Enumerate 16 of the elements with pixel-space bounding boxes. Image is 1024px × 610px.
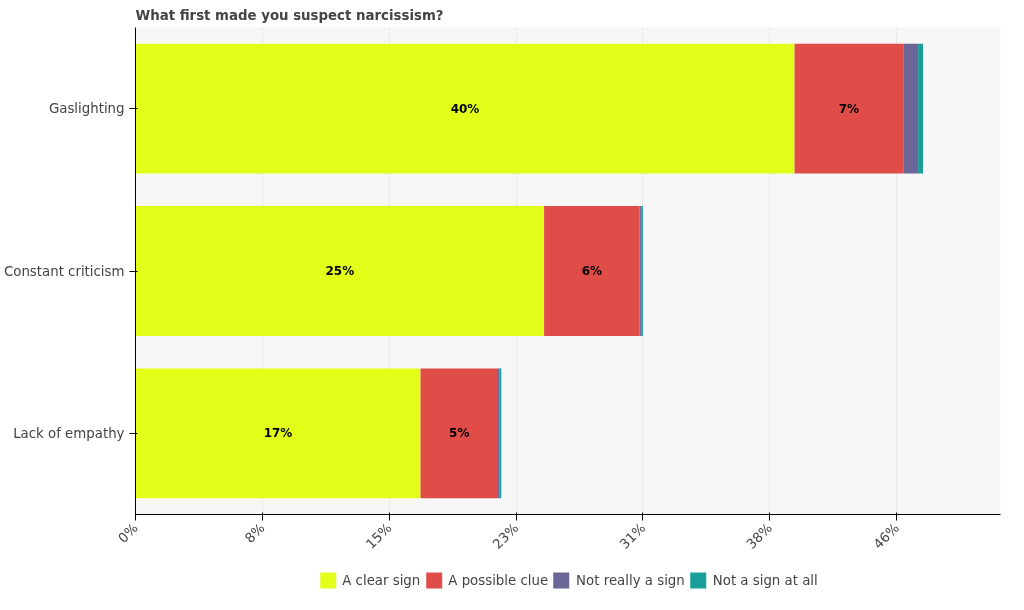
x-tick-label: 0%	[115, 520, 141, 546]
y-tick-label: Gaslighting	[48, 101, 125, 117]
data-label: 6%	[581, 264, 603, 278]
legend-label: Not really a sign	[576, 572, 685, 588]
y-tick-label: Lack of empathy	[13, 425, 125, 441]
legend-label: A clear sign	[342, 572, 421, 588]
y-tick-label: Constant criticism	[3, 263, 125, 279]
x-tick-label: 8%	[242, 520, 268, 546]
data-label: 40%	[450, 101, 480, 116]
legend-label: Not a sign at all	[712, 572, 818, 588]
data-label: 5%	[449, 426, 470, 441]
data-label: 7%	[838, 101, 860, 116]
data-label: 25%	[325, 264, 355, 278]
data-label: 17%	[263, 426, 293, 441]
chart-title: What first made you suspect narcissism?	[135, 7, 444, 23]
legend-label: A possible clue	[448, 572, 549, 588]
